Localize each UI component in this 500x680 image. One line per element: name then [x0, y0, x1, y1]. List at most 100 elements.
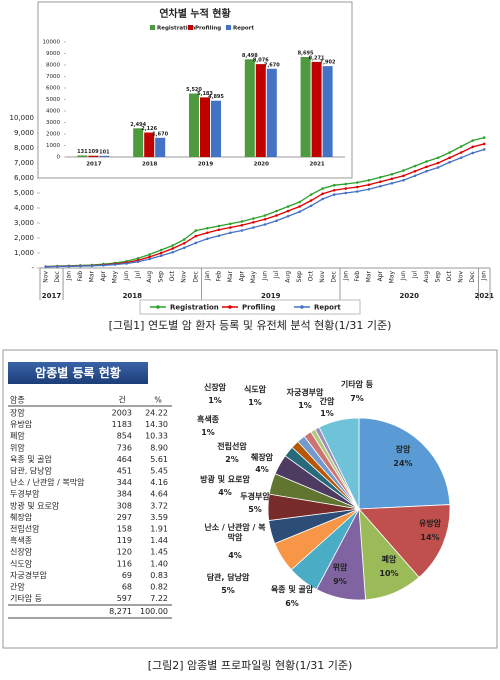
point — [194, 241, 198, 245]
value-label: 101 — [99, 149, 110, 155]
y-tick-label: 5000 — [46, 97, 60, 103]
point — [159, 248, 163, 252]
table-cell: 120 — [117, 548, 132, 557]
x-tick-label: Nov — [458, 271, 465, 283]
x-tick-label: Feb — [215, 271, 222, 282]
value-label: 8,498 — [242, 53, 258, 59]
x-group-label: 2020 — [399, 292, 419, 300]
legend-swatch — [150, 25, 155, 30]
point — [448, 160, 451, 164]
point — [367, 187, 371, 191]
table-cell: 흑색종 — [10, 535, 32, 545]
point — [390, 177, 394, 181]
slice-percent: 1% — [320, 409, 334, 418]
point — [390, 181, 394, 185]
table-cell: 0.83 — [150, 571, 168, 580]
point — [240, 229, 244, 232]
x-tick-label: Dec — [469, 271, 476, 283]
x-tick-label: Jan — [342, 271, 349, 281]
table-cell: 1.91 — [150, 525, 168, 534]
table-cell: 116 — [117, 559, 132, 568]
x-tick-label: Nov — [42, 271, 49, 283]
table-cell: 자궁경부암 — [10, 570, 47, 580]
point — [229, 226, 232, 229]
table-cell: 폐암 — [10, 431, 25, 441]
bar — [311, 61, 322, 157]
point — [367, 183, 371, 187]
point — [436, 161, 440, 165]
x-tick-label: Apr — [377, 270, 384, 281]
point — [344, 182, 348, 186]
column-header: 암종 — [10, 395, 25, 405]
point — [379, 175, 382, 179]
x-tick-label: Feb — [354, 271, 361, 282]
x-tick-label: 2019 — [198, 162, 213, 168]
x-tick-label: Aug — [423, 271, 430, 283]
bar — [133, 128, 144, 157]
slice-label: 난소 / 난관암 / 복막암 — [204, 523, 266, 542]
point — [321, 187, 324, 190]
slice-percent: 1% — [201, 428, 215, 437]
point — [90, 264, 94, 268]
point — [217, 228, 221, 232]
slice-label: 췌장암 — [250, 453, 274, 462]
table-cell: 384 — [117, 490, 132, 499]
bar — [211, 100, 221, 157]
point — [263, 214, 267, 217]
point — [344, 191, 348, 195]
point — [79, 264, 82, 268]
table-cell: 1.40 — [150, 559, 168, 568]
point — [344, 187, 348, 190]
table-cell: 담관, 담낭암 — [10, 466, 53, 476]
table-cell: 69 — [122, 571, 132, 580]
x-tick-label: Jan — [65, 271, 72, 281]
point — [390, 172, 394, 176]
x-tick-label: Jun — [123, 271, 130, 282]
point — [286, 209, 290, 213]
bar — [144, 132, 155, 157]
table-cell: 3.59 — [150, 513, 168, 522]
point — [148, 253, 151, 256]
value-label: 5,183 — [197, 91, 213, 97]
bar — [155, 137, 166, 157]
value-label: 1,670 — [152, 131, 168, 137]
point — [125, 262, 128, 265]
table-cell: 췌장암 — [10, 512, 33, 522]
point — [171, 250, 174, 254]
point — [482, 136, 486, 139]
point — [286, 205, 290, 208]
point — [402, 174, 405, 178]
point — [436, 166, 440, 169]
value-label: 109 — [88, 149, 99, 155]
point — [263, 223, 267, 226]
x-tick-label: Oct — [446, 270, 453, 281]
table-cell: 식도암 — [10, 558, 33, 568]
x-tick-label: May — [112, 271, 119, 284]
point — [332, 188, 336, 192]
point — [275, 209, 278, 213]
table-cell: 1.44 — [150, 536, 168, 545]
point — [252, 226, 255, 229]
y-tick-label: 9000 — [46, 51, 60, 57]
y-tick-label: 10,000 — [10, 114, 35, 122]
value-label: 4,895 — [208, 94, 224, 100]
point — [206, 237, 209, 241]
x-tick-label: 2020 — [254, 162, 269, 168]
point — [379, 184, 382, 188]
table-cell: 기타암 등 — [10, 593, 42, 603]
value-label: 7,902 — [320, 60, 336, 66]
table-cell: 위암 — [10, 442, 25, 452]
y-tick-label: 9,000 — [14, 129, 34, 137]
legend-box — [139, 299, 361, 315]
table-cell: 68 — [122, 583, 132, 592]
table-cell: 5.45 — [150, 467, 168, 476]
column-header: % — [154, 396, 162, 405]
point — [436, 156, 440, 160]
table-cell: 24.22 — [145, 409, 168, 418]
point — [356, 190, 359, 193]
point — [402, 178, 405, 182]
bar — [88, 155, 99, 157]
value-label: 2,126 — [141, 126, 157, 132]
